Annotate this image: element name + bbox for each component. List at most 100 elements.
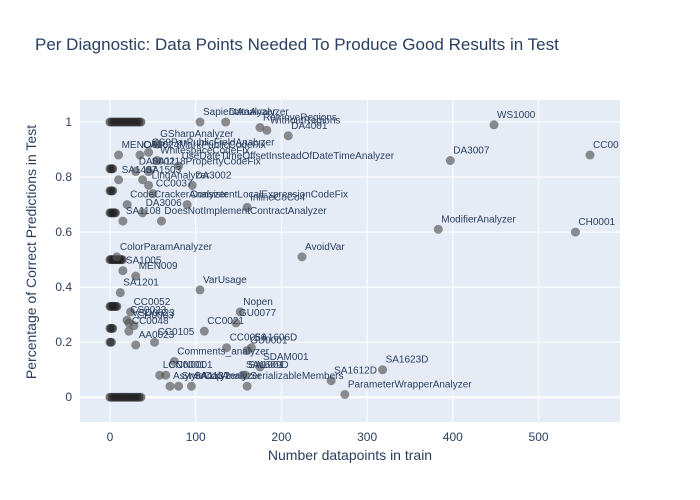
data-point-label: SA1118PropertyCodeFix <box>152 157 261 168</box>
data-point <box>131 340 141 350</box>
data-point-label: ConsistentLocalExpressionCodeFix <box>190 190 348 201</box>
data-point-label: StyleCopAnalyzer <box>182 371 262 382</box>
data-point <box>262 125 272 135</box>
data-point <box>131 271 141 281</box>
cluster-marker <box>106 337 116 347</box>
data-point <box>138 208 148 218</box>
data-point-label: Comments_analyzer <box>177 346 269 357</box>
x-tick-label: 400 <box>443 430 463 444</box>
data-point <box>242 202 252 212</box>
data-point <box>231 318 241 328</box>
data-point <box>148 189 158 199</box>
data-point <box>242 381 252 391</box>
data-point-label: ParameterWrapperAnalyzer <box>348 379 472 390</box>
data-point <box>138 175 148 185</box>
data-point-label: MEN009 <box>139 261 178 272</box>
data-point-label: DA3006 <box>146 198 183 209</box>
x-axis-title: Number datapoints in train <box>268 447 432 463</box>
data-point-label: CC0021 <box>207 316 244 327</box>
data-point-label: WithoutRegions <box>270 115 341 126</box>
data-point-label: CS9ParPublicFieldAnalyzer <box>152 137 276 148</box>
x-tick-label: 0 <box>107 430 114 444</box>
data-point <box>144 147 154 157</box>
data-point <box>126 307 136 317</box>
data-point <box>222 343 232 353</box>
data-point <box>240 370 250 380</box>
data-point-label: SA1407 <box>122 165 158 176</box>
data-point-label: Nopen <box>243 297 272 308</box>
data-point <box>122 200 132 210</box>
data-point <box>242 345 252 355</box>
data-point-label: InlineCoCo4 <box>250 192 305 203</box>
y-tick-label: 0.4 <box>55 280 72 294</box>
data-point-label: GSharpAnalyzer <box>160 129 234 140</box>
cluster-marker <box>136 117 146 127</box>
data-point <box>195 285 205 295</box>
data-point-label: DA3002 <box>195 170 232 181</box>
data-point-label: GU0001 <box>250 335 288 346</box>
data-point-label: AsyncAnalyzer <box>173 371 240 382</box>
cluster-marker <box>108 164 118 174</box>
data-point-label: CC0037 <box>156 179 193 190</box>
gridlines <box>80 100 620 422</box>
data-point <box>150 337 160 347</box>
data-point <box>174 161 184 171</box>
y-tick-label: 0.8 <box>55 170 72 184</box>
data-point <box>221 117 231 127</box>
data-point-label: WhitespaceCodeFix <box>160 146 249 157</box>
data-point-label: SerializableMembers <box>250 371 343 382</box>
data-point-label: LCN0001 <box>163 360 206 371</box>
data-point-label: SapientAnalyzer <box>203 107 276 118</box>
data-point <box>433 224 443 234</box>
data-point <box>115 288 125 298</box>
data-point <box>165 381 175 391</box>
cluster-marker <box>108 323 118 333</box>
tick-labels: 0 100 200 300 400 500 0 0.2 0.4 0.6 0.8 1 <box>55 115 549 444</box>
data-point-label: CC0105 <box>158 327 195 338</box>
data-point <box>199 326 209 336</box>
data-point <box>283 131 293 141</box>
data-point <box>135 150 145 160</box>
y-tick-label: 1 <box>65 115 72 129</box>
data-point-label: CodeCrackerAnalyzer <box>130 190 228 201</box>
y-tick-label: 0.2 <box>55 335 72 349</box>
data-point-label: DA0002 <box>139 157 176 168</box>
chart-title: Per Diagnostic: Data Points Needed To Pr… <box>35 35 559 54</box>
data-point <box>297 252 307 262</box>
data-point <box>182 200 192 210</box>
data-point <box>174 381 184 391</box>
data-point-label: DA4001 <box>291 121 328 132</box>
data-point <box>114 150 124 160</box>
y-axis-title: Percentage of Correct Predictions in Tes… <box>23 125 39 379</box>
data-point-label: SA1612D <box>334 366 377 377</box>
data-point <box>187 180 197 190</box>
x-tick-label: 500 <box>529 430 549 444</box>
data-point <box>124 326 134 336</box>
data-point-label: SA1137 <box>194 371 229 382</box>
data-point-label: CH0001 <box>578 217 615 228</box>
data-point <box>169 356 179 366</box>
data-point <box>255 362 265 372</box>
data-point <box>118 266 128 276</box>
data-point-label: SA1623D <box>386 355 429 366</box>
data-point <box>114 175 124 185</box>
data-point-label: CA1024MarkPublicCodeFix <box>143 140 266 151</box>
data-point-label: RemoveRegions <box>263 113 337 124</box>
data-point-label: SA1005 <box>126 256 162 267</box>
cluster-marker <box>110 208 120 218</box>
data-point-label: AA0023 <box>139 330 175 341</box>
x-tick-label: 300 <box>357 430 377 444</box>
data-point-label: UseDateTimeOffsetInsteadOfDateTimeAnalyz… <box>182 151 395 162</box>
data-point <box>378 365 388 375</box>
data-point-label: LinqAnalyzer <box>152 170 210 181</box>
data-point-label: WS1000 <box>497 110 536 121</box>
x-tick-label: 200 <box>271 430 291 444</box>
data-point <box>570 227 580 237</box>
x-tick-label: 100 <box>186 430 206 444</box>
data-point-label: SA1201 <box>123 278 159 289</box>
data-point-label: SA1001 <box>248 360 284 371</box>
data-point-label: CH0003 <box>137 311 174 322</box>
cluster-marker <box>112 301 122 311</box>
